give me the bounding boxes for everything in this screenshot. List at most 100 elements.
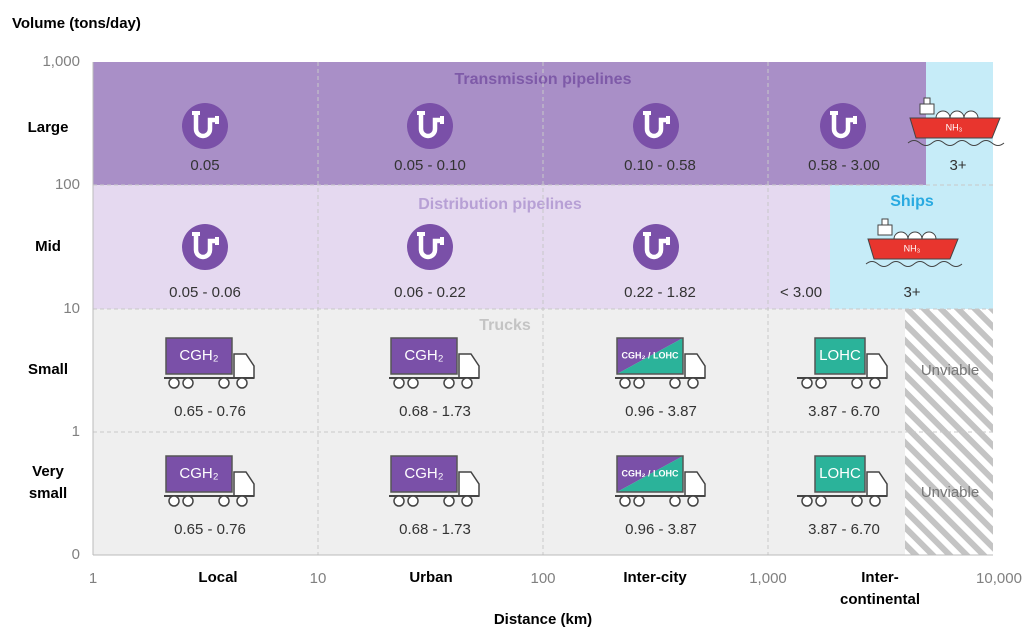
- x-tick-label: 100: [530, 570, 555, 587]
- pipeline-icon: [407, 103, 453, 149]
- pipeline-icon: [633, 224, 679, 270]
- cargo-box: [814, 337, 866, 375]
- unviable-label: Unviable: [921, 484, 979, 501]
- wheel: [801, 377, 813, 389]
- wheel: [182, 377, 194, 389]
- y-category-label: Small: [28, 361, 68, 378]
- wheel: [461, 495, 473, 507]
- cost-label: 3.87 - 6.70: [808, 521, 880, 538]
- truck-icon: CGH₂: [164, 455, 255, 507]
- pipe: [193, 233, 216, 260]
- flange: [440, 237, 444, 245]
- y-tick-label: 0: [72, 546, 80, 563]
- x-tick-label: 10: [310, 570, 327, 587]
- wheel: [815, 495, 827, 507]
- transmission-region: [93, 62, 926, 185]
- pipe: [418, 112, 441, 139]
- cost-label: 0.96 - 3.87: [625, 521, 697, 538]
- truck-icon: CGH₂: [389, 337, 480, 389]
- cost-label: 0.96 - 3.87: [625, 403, 697, 420]
- x-category-label: Inter-: [861, 569, 899, 586]
- wheel: [393, 377, 405, 389]
- cargo-label: CGH₂ / LOHC: [622, 468, 679, 478]
- x-axis-title: Distance (km): [494, 611, 592, 628]
- x-category-label: continental: [840, 591, 920, 608]
- cargo-box: [617, 338, 683, 374]
- flange: [215, 237, 219, 245]
- ship-hull: [909, 117, 1001, 139]
- cost-label: 3+: [903, 284, 920, 301]
- wheel: [619, 377, 631, 389]
- cost-label: < 3.00: [780, 284, 822, 301]
- pipe: [644, 112, 667, 139]
- wheel: [443, 377, 455, 389]
- cargo-label: LOHC: [819, 347, 861, 364]
- x-category-label: Urban: [409, 569, 452, 586]
- cost-label: 0.65 - 0.76: [174, 521, 246, 538]
- pipeline-icon: [182, 224, 228, 270]
- wheel: [236, 377, 248, 389]
- x-tick-label: 10,000: [976, 570, 1022, 587]
- cargo-label: LOHC: [819, 465, 861, 482]
- cargo-border: [616, 337, 684, 375]
- cost-label: 3+: [949, 157, 966, 174]
- pipeline-icon: [182, 103, 228, 149]
- y-category-label: small: [29, 485, 67, 502]
- x-category-label: Local: [198, 569, 237, 586]
- region-label: Trucks: [479, 317, 531, 334]
- pipe: [418, 233, 441, 260]
- cost-label: 0.22 - 1.82: [624, 284, 696, 301]
- truck-icon: LOHC: [797, 337, 888, 389]
- x-category-label: Inter-city: [623, 569, 687, 586]
- cost-label: 0.06 - 0.22: [394, 284, 466, 301]
- cargo-box: [814, 455, 866, 493]
- wheel: [815, 377, 827, 389]
- flange: [643, 232, 651, 236]
- wheel: [218, 495, 230, 507]
- flange: [192, 111, 200, 115]
- truck-icon: LOHC: [797, 455, 888, 507]
- pipe: [644, 233, 667, 260]
- wheel: [461, 377, 473, 389]
- cargo-label: CGH₂: [179, 465, 218, 482]
- wheel: [218, 377, 230, 389]
- x-tick-label: 1,000: [749, 570, 787, 587]
- cargo-box: [390, 455, 458, 493]
- cargo-label: CGH₂ / LOHC: [622, 350, 679, 360]
- y-category-label: Large: [28, 119, 69, 136]
- y-category-label: Very: [32, 463, 64, 480]
- pipeline-icon: [633, 103, 679, 149]
- wheel: [407, 495, 419, 507]
- y-axis-title: Volume (tons/day): [12, 15, 141, 32]
- icon-circle: [820, 103, 866, 149]
- truck-icon: CGH₂ / LOHC: [615, 337, 706, 389]
- wheel: [801, 495, 813, 507]
- icon-circle: [633, 224, 679, 270]
- truck-icon: CGH₂: [164, 337, 255, 389]
- wheel: [851, 377, 863, 389]
- icon-circle: [633, 103, 679, 149]
- wheel: [669, 495, 681, 507]
- wheel: [669, 377, 681, 389]
- icon-circle: [182, 224, 228, 270]
- region-label: Distribution pipelines: [418, 196, 582, 213]
- wheel: [443, 495, 455, 507]
- y-tick-label: 100: [55, 176, 80, 193]
- ship-stack: [881, 218, 889, 226]
- wheel: [236, 495, 248, 507]
- cost-label: 0.05: [190, 157, 219, 174]
- pipe: [831, 112, 854, 139]
- cost-label: 0.58 - 3.00: [808, 157, 880, 174]
- ship-hull: [867, 238, 959, 260]
- region-label: Ships: [890, 193, 934, 210]
- y-tick-label: 1: [72, 423, 80, 440]
- x-tick-label: 1: [89, 570, 97, 587]
- pipeline-icon: [820, 103, 866, 149]
- cargo-box: [390, 337, 458, 375]
- cargo-box: [165, 337, 233, 375]
- wheel: [851, 495, 863, 507]
- flange: [417, 111, 425, 115]
- icon-circle: [182, 103, 228, 149]
- wheel: [633, 495, 645, 507]
- waves: [865, 261, 963, 267]
